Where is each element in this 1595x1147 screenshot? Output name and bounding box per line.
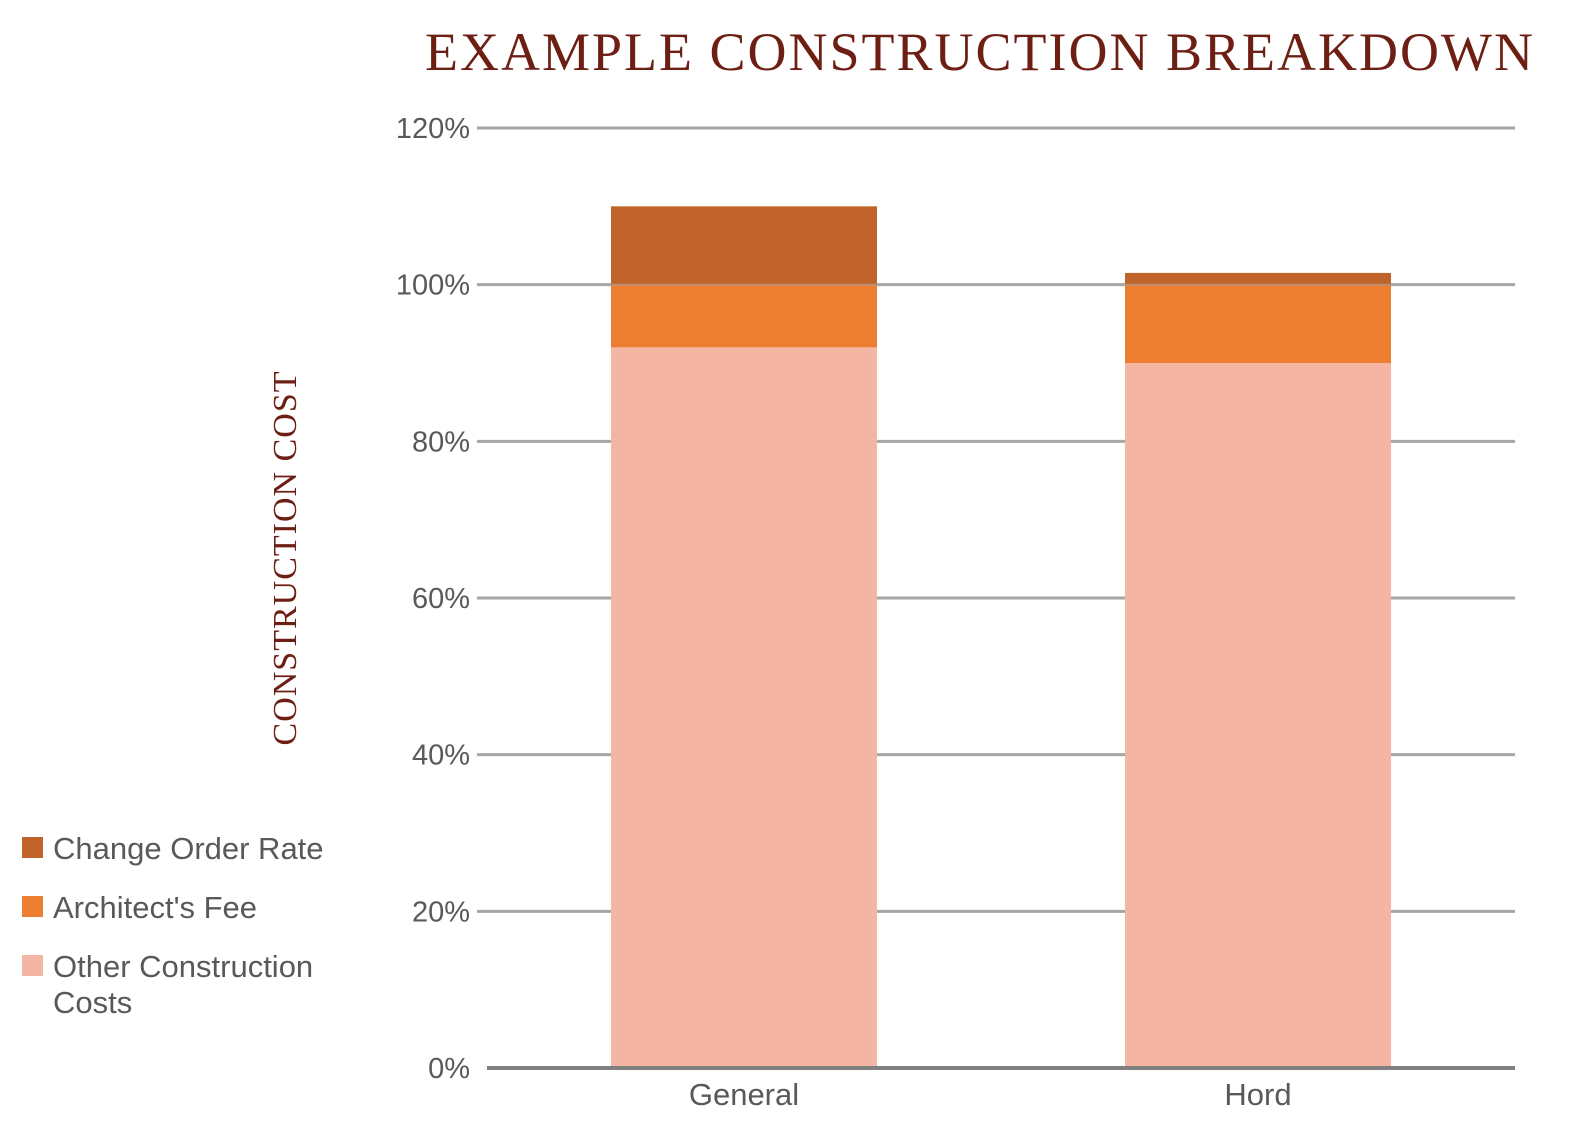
- legend: Change Order Rate Architect's Fee Other Co…: [22, 831, 324, 1020]
- bar-general-other-construction-costs: [611, 347, 877, 1068]
- y-axis-label: CONSTRUCTION COST: [267, 371, 304, 746]
- x-tick-label: Hord: [1224, 1077, 1291, 1112]
- y-tick-label: 120%: [396, 113, 470, 145]
- legend-swatch: [22, 896, 43, 917]
- legend-swatch: [22, 837, 43, 858]
- legend-swatch: [22, 955, 43, 976]
- bar-general-architect-s-fee: [611, 284, 877, 348]
- y-tick-label: 100%: [396, 270, 470, 302]
- y-tick-label: 80%: [412, 426, 470, 458]
- bar-hord-change-order-rate: [1125, 272, 1391, 285]
- x-tick-label: General: [689, 1077, 799, 1112]
- legend-label: Architect's Fee: [53, 890, 257, 925]
- bar-general-change-order-rate: [611, 206, 877, 285]
- y-tick-label: 0%: [428, 1053, 470, 1085]
- bars: [611, 206, 1391, 1068]
- y-tick-label: 60%: [412, 583, 470, 615]
- x-tick-labels: General Hord: [689, 1077, 1292, 1112]
- legend-label: Change Order Rate: [53, 831, 324, 866]
- y-tick-labels: 0% 20% 40% 60% 80% 100% 120%: [396, 113, 470, 1085]
- bar-hord-architect-s-fee: [1125, 284, 1391, 363]
- chart-title: EXAMPLE CONSTRUCTION BREAKDOWN: [425, 22, 1535, 82]
- y-tick-label: 20%: [412, 896, 470, 928]
- bar-hord-other-construction-costs: [1125, 363, 1391, 1068]
- y-tick-label: 40%: [412, 740, 470, 772]
- legend-label: Other Construction Costs: [53, 949, 313, 1020]
